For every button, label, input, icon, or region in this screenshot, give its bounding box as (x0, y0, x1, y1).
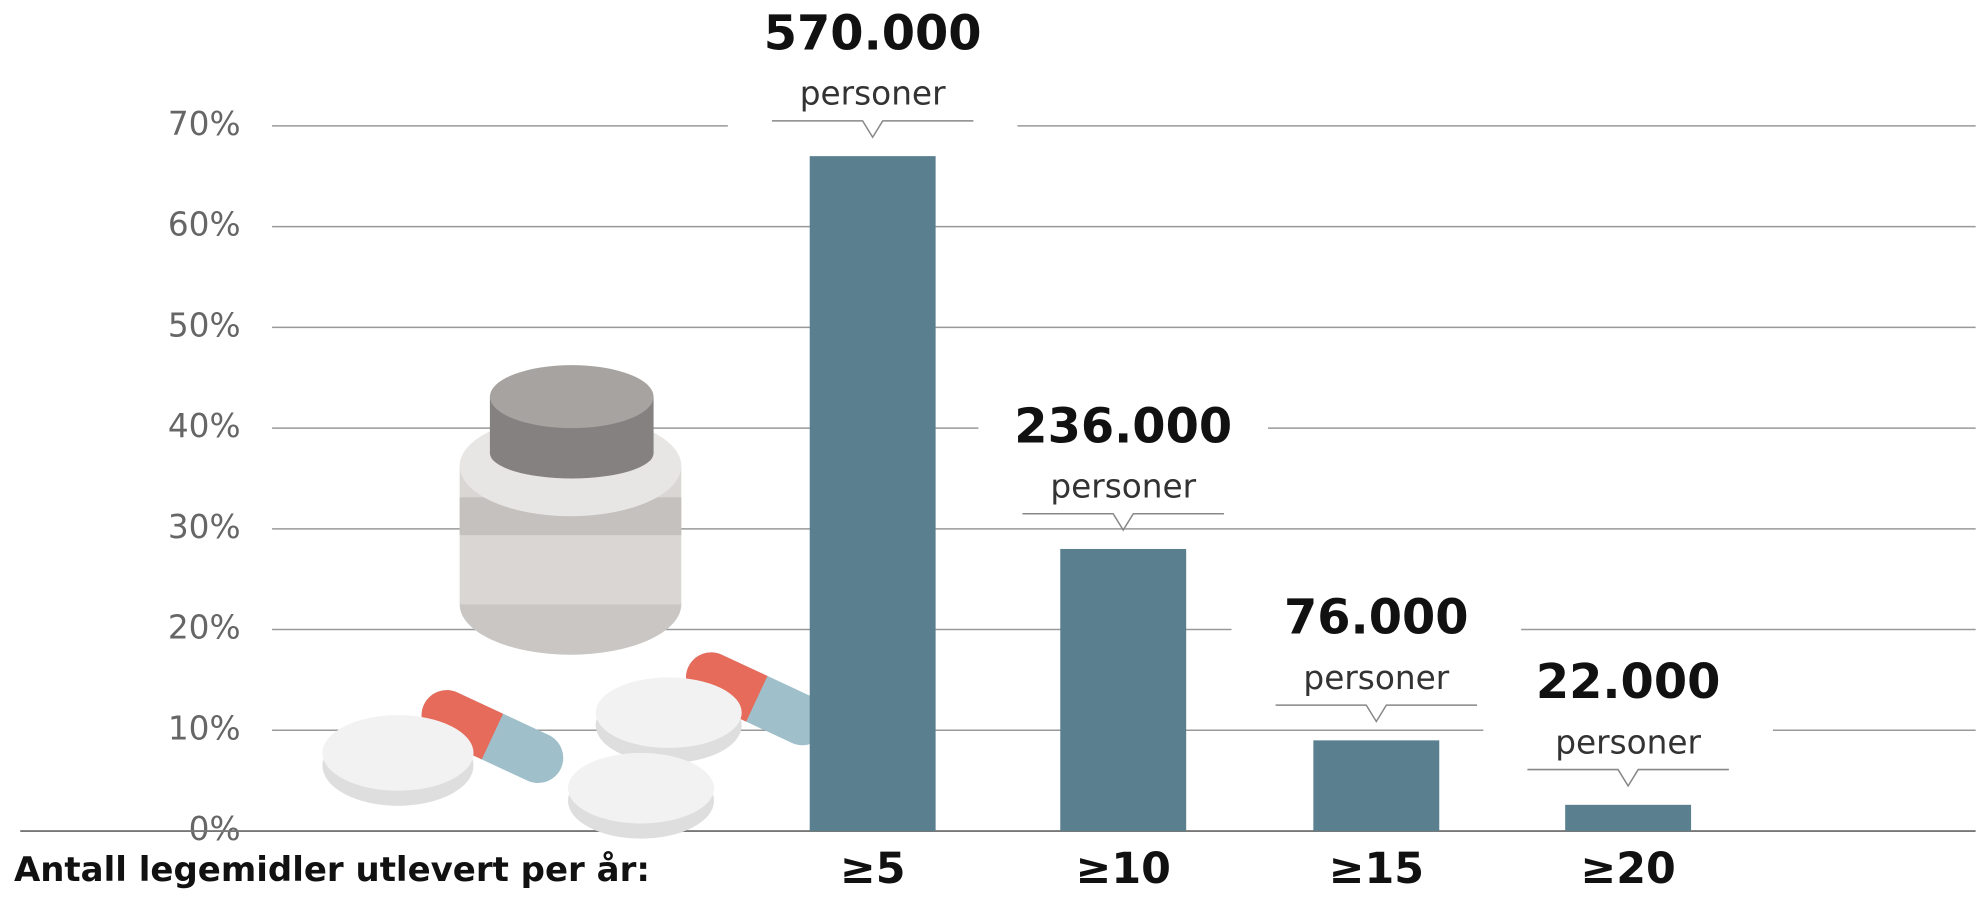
bar (1565, 805, 1691, 831)
page: 0% 10% 20% 30% 40% 50% 60% 70% ≥5 570.000 persone… (0, 0, 1977, 899)
annotation-count: 22.000 (1536, 655, 1721, 710)
pill-illustration (322, 365, 836, 838)
x-tick-label: ≥10 (1076, 844, 1171, 894)
y-tick-label: 30% (168, 508, 241, 546)
bar (810, 156, 936, 831)
annotation-unit: personer (1555, 723, 1701, 761)
bar (1060, 549, 1186, 831)
bars: ≥5 570.000 personer ≥10 236.000 personer ≥15 76… (728, 0, 1773, 894)
annotation-count: 236.000 (1014, 399, 1232, 454)
y-tick-label: 10% (168, 709, 241, 747)
x-tick-label: ≥20 (1580, 844, 1675, 894)
annotation-count: 76.000 (1284, 591, 1469, 646)
x-tick-label: ≥15 (1329, 844, 1424, 894)
y-tick-label: 20% (168, 609, 241, 647)
x-axis-label: Antall legemidler utlevert per år: (14, 850, 650, 890)
chart: 0% 10% 20% 30% 40% 50% 60% 70% ≥5 570.000 persone… (0, 0, 1977, 899)
annotation-unit: personer (1303, 659, 1449, 697)
annotation-unit: personer (800, 75, 946, 113)
y-tick-label: 60% (168, 206, 241, 244)
y-tick-label: 50% (168, 306, 241, 344)
annotation-unit: personer (1050, 468, 1196, 506)
annotation-count: 570.000 (764, 7, 982, 62)
y-tick-label: 70% (168, 105, 241, 143)
y-tick-label: 0% (189, 810, 241, 848)
x-tick-label: ≥5 (840, 844, 906, 894)
bar (1313, 740, 1439, 831)
y-tick-label: 40% (168, 407, 241, 445)
